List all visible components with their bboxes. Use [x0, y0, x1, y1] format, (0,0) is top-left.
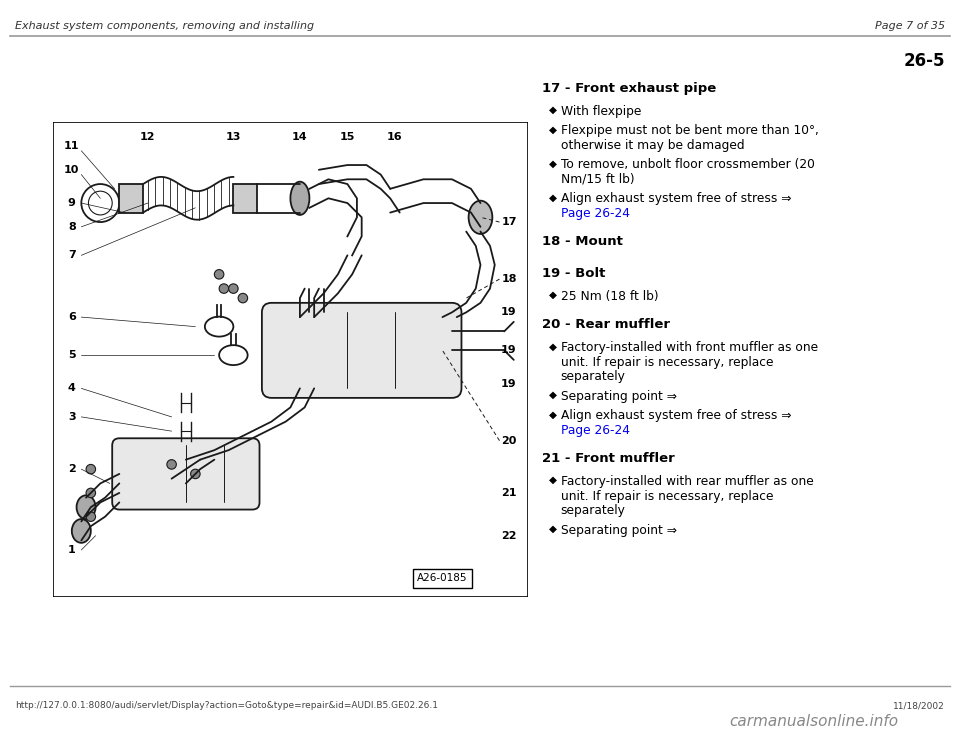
- Text: 21 - Front muffler: 21 - Front muffler: [542, 452, 675, 465]
- Text: Factory-installed with front muffler as one: Factory-installed with front muffler as …: [561, 341, 818, 355]
- Text: Separating point ⇒: Separating point ⇒: [561, 390, 681, 403]
- Text: 14: 14: [292, 131, 308, 142]
- Text: separately: separately: [561, 370, 626, 384]
- Text: ◆: ◆: [549, 390, 557, 400]
- Text: 12: 12: [140, 131, 156, 142]
- Text: Align exhaust system free of stress ⇒: Align exhaust system free of stress ⇒: [561, 192, 791, 206]
- Text: Flexpipe must not be bent more than 10°,: Flexpipe must not be bent more than 10°,: [561, 125, 819, 137]
- Ellipse shape: [86, 512, 96, 522]
- Ellipse shape: [214, 269, 224, 279]
- Text: otherwise it may be damaged: otherwise it may be damaged: [561, 139, 744, 152]
- Text: 10: 10: [64, 165, 80, 175]
- Text: ◆: ◆: [549, 341, 557, 352]
- Ellipse shape: [238, 293, 248, 303]
- Text: Align exhaust system free of stress ⇒: Align exhaust system free of stress ⇒: [561, 410, 791, 422]
- Text: Factory-installed with rear muffler as one: Factory-installed with rear muffler as o…: [561, 475, 813, 488]
- Text: Page 7 of 35: Page 7 of 35: [875, 21, 945, 30]
- Text: 1: 1: [68, 545, 76, 555]
- Text: ◆: ◆: [549, 475, 557, 485]
- Text: 20 - Rear muffler: 20 - Rear muffler: [542, 318, 670, 331]
- Text: 15: 15: [340, 131, 355, 142]
- Text: Exhaust system components, removing and installing: Exhaust system components, removing and …: [15, 21, 315, 30]
- Text: With flexpipe: With flexpipe: [561, 105, 641, 118]
- Text: To remove, unbolt floor crossmember (20: To remove, unbolt floor crossmember (20: [561, 158, 814, 171]
- Text: 6: 6: [68, 312, 76, 322]
- FancyBboxPatch shape: [112, 439, 259, 510]
- Text: ◆: ◆: [549, 125, 557, 134]
- Text: unit. If repair is necessary, replace: unit. If repair is necessary, replace: [561, 490, 773, 502]
- Text: 9: 9: [68, 198, 76, 208]
- Text: ◆: ◆: [549, 192, 557, 203]
- Text: ◆: ◆: [549, 105, 557, 115]
- Text: A26-0185: A26-0185: [418, 574, 468, 583]
- Text: 26-5: 26-5: [903, 52, 945, 70]
- Text: Page 26-24: Page 26-24: [561, 207, 630, 220]
- Ellipse shape: [228, 284, 238, 293]
- Ellipse shape: [86, 464, 96, 474]
- Text: 19 - Bolt: 19 - Bolt: [542, 267, 606, 280]
- Text: carmanualsonline.info: carmanualsonline.info: [730, 714, 899, 729]
- Ellipse shape: [290, 182, 309, 215]
- Ellipse shape: [191, 469, 200, 479]
- Text: 4: 4: [68, 384, 76, 393]
- Text: 3: 3: [68, 412, 76, 422]
- Text: ◆: ◆: [549, 524, 557, 533]
- Bar: [119, 184, 143, 212]
- Text: 25 Nm (18 ft lb): 25 Nm (18 ft lb): [561, 290, 659, 303]
- Text: ◆: ◆: [549, 158, 557, 168]
- Text: Separating point ⇒: Separating point ⇒: [561, 524, 681, 536]
- Text: 2: 2: [68, 464, 76, 474]
- Text: 17: 17: [501, 217, 516, 227]
- Text: 18 - Mount: 18 - Mount: [542, 235, 623, 248]
- Text: 19: 19: [501, 345, 516, 355]
- Text: 7: 7: [68, 250, 76, 260]
- Text: separately: separately: [561, 504, 626, 517]
- Text: 20: 20: [501, 436, 516, 446]
- Text: 19: 19: [501, 378, 516, 389]
- Bar: [233, 184, 257, 212]
- Ellipse shape: [468, 200, 492, 234]
- Text: 21: 21: [501, 488, 516, 498]
- Text: 19: 19: [501, 307, 516, 318]
- Ellipse shape: [77, 496, 96, 519]
- Text: Nm/15 ft lb): Nm/15 ft lb): [561, 173, 635, 186]
- Text: ◆: ◆: [549, 290, 557, 300]
- Text: 17 - Front exhaust pipe: 17 - Front exhaust pipe: [542, 82, 717, 95]
- Text: 11: 11: [64, 141, 80, 151]
- Text: 13: 13: [226, 131, 241, 142]
- Text: 22: 22: [501, 531, 516, 541]
- Text: 8: 8: [68, 222, 76, 232]
- FancyBboxPatch shape: [262, 303, 462, 398]
- Text: unit. If repair is necessary, replace: unit. If repair is necessary, replace: [561, 356, 773, 369]
- Text: http://127.0.0.1:8080/audi/servlet/Display?action=Goto&type=repair&id=AUDI.B5.GE: http://127.0.0.1:8080/audi/servlet/Displ…: [15, 701, 439, 710]
- Ellipse shape: [167, 459, 177, 469]
- Ellipse shape: [219, 284, 228, 293]
- Ellipse shape: [72, 519, 91, 543]
- Text: 18: 18: [501, 274, 516, 284]
- Text: ◆: ◆: [549, 410, 557, 419]
- Ellipse shape: [86, 488, 96, 498]
- Text: 16: 16: [387, 131, 403, 142]
- Text: Page 26-24: Page 26-24: [561, 424, 630, 437]
- Text: 5: 5: [68, 350, 76, 360]
- Text: 11/18/2002: 11/18/2002: [893, 701, 945, 710]
